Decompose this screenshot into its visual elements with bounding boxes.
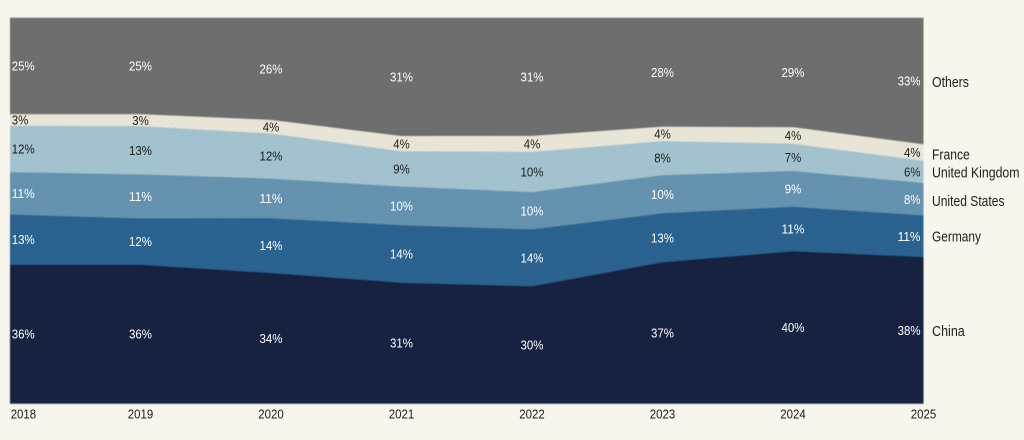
svg-text:2020: 2020 bbox=[258, 407, 283, 422]
svg-text:31%: 31% bbox=[390, 336, 413, 351]
svg-text:36%: 36% bbox=[129, 327, 152, 342]
svg-text:10%: 10% bbox=[521, 203, 544, 218]
svg-text:Germany: Germany bbox=[932, 229, 981, 246]
svg-text:2019: 2019 bbox=[128, 407, 153, 422]
svg-text:34%: 34% bbox=[260, 331, 283, 346]
svg-text:11%: 11% bbox=[898, 229, 921, 244]
svg-text:12%: 12% bbox=[129, 234, 152, 249]
svg-text:10%: 10% bbox=[390, 198, 413, 213]
svg-text:13%: 13% bbox=[129, 143, 152, 158]
svg-text:2021: 2021 bbox=[389, 407, 414, 422]
svg-text:8%: 8% bbox=[654, 151, 671, 166]
svg-text:4%: 4% bbox=[524, 137, 541, 152]
svg-text:40%: 40% bbox=[782, 320, 805, 335]
svg-text:28%: 28% bbox=[651, 65, 674, 80]
svg-text:26%: 26% bbox=[260, 61, 283, 76]
svg-text:6%: 6% bbox=[904, 164, 921, 179]
svg-text:4%: 4% bbox=[393, 136, 410, 151]
svg-text:2022: 2022 bbox=[519, 407, 544, 422]
svg-text:4%: 4% bbox=[654, 127, 671, 142]
svg-text:2024: 2024 bbox=[780, 407, 805, 422]
svg-text:13%: 13% bbox=[651, 230, 674, 245]
svg-text:14%: 14% bbox=[260, 238, 283, 253]
svg-text:36%: 36% bbox=[12, 327, 35, 342]
svg-text:11%: 11% bbox=[782, 222, 805, 237]
svg-text:9%: 9% bbox=[785, 182, 802, 197]
svg-text:12%: 12% bbox=[12, 142, 35, 157]
svg-text:13%: 13% bbox=[12, 232, 35, 247]
svg-text:4%: 4% bbox=[263, 119, 280, 134]
svg-text:31%: 31% bbox=[390, 70, 413, 85]
svg-text:12%: 12% bbox=[260, 149, 283, 164]
svg-text:29%: 29% bbox=[782, 65, 805, 80]
svg-text:4%: 4% bbox=[785, 128, 802, 143]
svg-text:United Kingdom: United Kingdom bbox=[932, 164, 1020, 181]
svg-text:United States: United States bbox=[932, 193, 1005, 210]
svg-text:25%: 25% bbox=[12, 59, 35, 74]
svg-text:31%: 31% bbox=[521, 70, 544, 85]
svg-text:2018: 2018 bbox=[11, 407, 36, 422]
svg-text:3%: 3% bbox=[12, 113, 29, 128]
svg-text:25%: 25% bbox=[129, 59, 152, 74]
svg-text:11%: 11% bbox=[260, 191, 283, 206]
svg-text:10%: 10% bbox=[521, 165, 544, 180]
svg-text:10%: 10% bbox=[651, 187, 674, 202]
svg-text:3%: 3% bbox=[132, 113, 149, 128]
svg-text:9%: 9% bbox=[393, 162, 410, 177]
svg-text:7%: 7% bbox=[785, 150, 802, 165]
svg-text:2023: 2023 bbox=[650, 407, 675, 422]
svg-text:France: France bbox=[932, 147, 970, 164]
svg-text:33%: 33% bbox=[898, 74, 921, 89]
svg-text:2025: 2025 bbox=[911, 407, 936, 422]
svg-text:4%: 4% bbox=[904, 145, 921, 160]
svg-text:Others: Others bbox=[932, 74, 969, 91]
svg-text:37%: 37% bbox=[651, 326, 674, 341]
svg-text:14%: 14% bbox=[390, 247, 413, 262]
svg-text:China: China bbox=[932, 323, 965, 340]
svg-text:8%: 8% bbox=[904, 192, 921, 207]
svg-text:11%: 11% bbox=[129, 189, 152, 204]
svg-text:14%: 14% bbox=[521, 250, 544, 265]
svg-text:38%: 38% bbox=[898, 323, 921, 338]
svg-text:30%: 30% bbox=[521, 338, 544, 353]
svg-text:11%: 11% bbox=[12, 186, 35, 201]
